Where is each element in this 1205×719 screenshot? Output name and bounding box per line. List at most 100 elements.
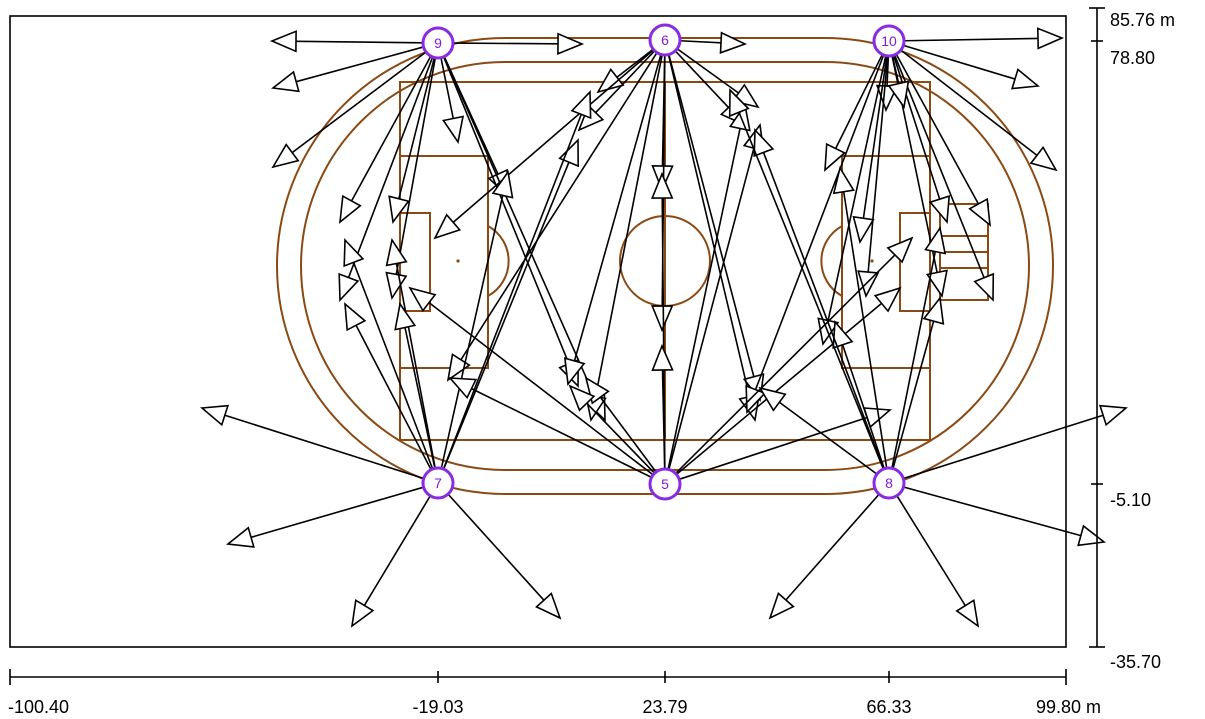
aim-ray — [667, 128, 741, 470]
aim-arrowhead-icon — [270, 70, 300, 93]
aim-arrowhead-icon — [651, 343, 674, 372]
aim-arrowhead-icon — [385, 271, 408, 301]
aiming-rays — [200, 27, 1128, 628]
aim-ray — [754, 54, 885, 390]
aim-ray — [893, 54, 985, 279]
aim-ray — [676, 48, 739, 94]
aim-arrowhead-icon — [1029, 145, 1058, 172]
x-tick-label: -100.40 — [8, 697, 69, 717]
aim-ray — [762, 152, 885, 470]
x-tick-label: 23.79 — [642, 697, 687, 717]
aim-ray — [404, 327, 436, 469]
aim-arrowhead-icon — [385, 237, 408, 267]
aim-ray — [676, 302, 883, 476]
aim-ray — [674, 50, 730, 109]
pole-label: 10 — [881, 33, 897, 49]
aim-ray — [679, 39, 722, 44]
pole-marker[interactable] — [872, 24, 906, 58]
aim-ray — [900, 49, 1038, 156]
aim-ray — [452, 42, 559, 45]
aim-arrowhead-icon — [596, 67, 625, 94]
aim-ray — [903, 44, 1016, 80]
pole-label: 5 — [661, 476, 669, 492]
running-track-inner — [300, 61, 1030, 471]
pole-marker[interactable] — [421, 466, 455, 500]
aim-ray — [442, 56, 570, 365]
aim-ray — [440, 57, 455, 119]
aim-arrowhead-icon — [1010, 68, 1040, 90]
aim-ray — [895, 53, 980, 205]
pole-7[interactable]: 7 — [421, 466, 455, 500]
x-tick-label: 99.80 m — [1036, 697, 1101, 717]
aim-ray — [443, 56, 597, 399]
aim-ray — [595, 50, 656, 114]
aim-ray — [862, 55, 888, 219]
aim-arrowhead-icon — [832, 320, 854, 350]
aim-arrowhead-icon — [570, 90, 592, 120]
aim-ray — [452, 49, 655, 223]
aim-arrowhead-icon — [745, 384, 767, 414]
x-tick-label: 66.33 — [866, 697, 911, 717]
aim-arrowhead-icon — [886, 236, 914, 264]
pole-marker[interactable] — [421, 26, 455, 60]
aim-arrowhead-icon — [955, 598, 980, 628]
aim-arrowhead-icon — [433, 213, 462, 240]
aim-ray — [842, 191, 888, 469]
aim-arrowhead-icon — [563, 357, 586, 387]
aim-ray — [667, 54, 751, 397]
aim-ray — [295, 46, 424, 83]
aim-arrowhead-icon — [408, 286, 437, 313]
y-tick-label: 78.80 — [1110, 48, 1155, 68]
x-dimension-axis: -100.40 -19.03 23.79 66.33 99.80 m — [8, 669, 1101, 717]
pole-marker[interactable] — [872, 466, 906, 500]
aim-arrowhead-icon — [832, 165, 855, 195]
pole-6[interactable]: 6 — [648, 23, 682, 57]
aim-arrowhead-icon — [225, 526, 255, 548]
aim-arrowhead-icon — [1098, 404, 1128, 427]
aim-ray — [599, 396, 657, 473]
aim-arrowhead-icon — [852, 215, 875, 245]
aim-arrowhead-icon — [719, 31, 748, 54]
aim-ray — [827, 55, 887, 321]
left-penalty-arc — [487, 225, 510, 297]
pole-8[interactable]: 8 — [872, 466, 906, 500]
aim-ray — [355, 324, 432, 471]
pole-marker[interactable] — [648, 467, 682, 501]
aim-ray — [586, 402, 656, 474]
aim-ray — [395, 263, 436, 469]
aim-arrowhead-icon — [343, 238, 365, 268]
pole-10[interactable]: 10 — [872, 24, 906, 58]
aim-ray — [896, 495, 966, 607]
aim-ray — [398, 57, 436, 199]
aim-ray — [460, 52, 658, 361]
x-tick-label: -19.03 — [412, 697, 463, 717]
aim-arrowhead-icon — [1077, 524, 1107, 547]
aim-arrowhead-icon — [922, 295, 945, 325]
aim-arrowhead-icon — [973, 272, 995, 302]
aim-ray — [350, 55, 432, 202]
aim-arrowhead-icon — [350, 598, 375, 628]
aim-arrowhead-icon — [753, 128, 775, 158]
aim-ray — [447, 493, 545, 601]
aim-arrowhead-icon — [728, 102, 751, 132]
aim-arrowhead-icon — [924, 225, 947, 255]
left-penalty-area — [399, 155, 489, 369]
pole-9[interactable]: 9 — [421, 26, 455, 60]
aim-ray — [440, 195, 504, 469]
y-tick-label: -5.10 — [1110, 490, 1151, 510]
aim-arrowhead-icon — [448, 377, 478, 400]
aim-ray — [778, 401, 878, 475]
aim-ray — [891, 251, 937, 469]
aim-arrowhead-icon — [269, 30, 297, 53]
pole-5[interactable]: 5 — [648, 467, 682, 501]
pole-marker[interactable] — [648, 23, 682, 57]
aim-ray — [363, 495, 431, 606]
right-penalty-spot — [870, 259, 874, 263]
aim-ray — [738, 111, 885, 470]
aim-arrowhead-icon — [728, 88, 750, 118]
pole-label: 8 — [885, 475, 893, 491]
aim-ray — [903, 486, 1082, 537]
aim-ray — [903, 37, 1039, 42]
